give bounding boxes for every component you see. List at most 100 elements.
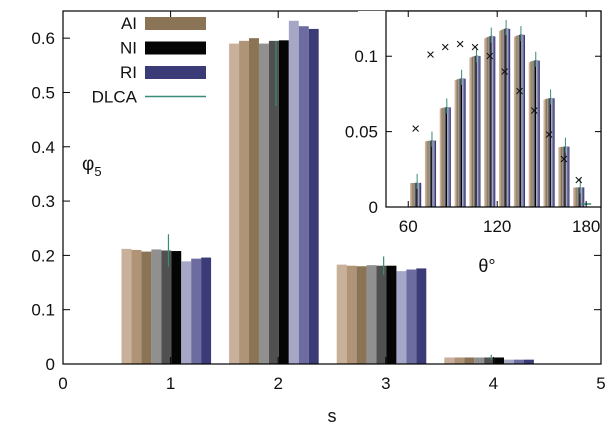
inset-bar (449, 107, 451, 207)
inset-markers: × × × × × × × × × × × × (411, 36, 592, 205)
inset-bar (547, 98, 549, 207)
inset-bar (513, 36, 516, 208)
inset-bar (411, 183, 413, 207)
inset-bar (507, 28, 509, 208)
inset-bar (538, 60, 540, 207)
inset-bar (522, 34, 524, 207)
inset-bar (567, 146, 569, 207)
bar-AI-2-s1 (141, 251, 152, 364)
inset-bar (532, 60, 534, 207)
inset-bar (418, 182, 420, 207)
inset-bar (520, 34, 522, 207)
main-x-tick-label: 5 (596, 374, 605, 393)
inset-y-axis: 0 0.05 0.1 (345, 47, 601, 217)
inset-bar (568, 146, 570, 207)
inset-bar (457, 79, 459, 207)
inset-bar (548, 98, 550, 207)
inset-x-tick-label: 180 (572, 217, 600, 236)
inset-y-tick-label: 0 (369, 198, 378, 217)
inset-bar (573, 187, 575, 207)
inset-bar (517, 35, 519, 207)
bar-RI-0-s4 (504, 359, 514, 364)
bar-NI-2-s3 (386, 265, 397, 364)
inset-bar (558, 147, 560, 207)
bar-NI-0-s3 (366, 265, 377, 364)
inset-x-tick-label: 120 (483, 217, 511, 236)
inset-bar (536, 59, 538, 207)
inset-bar (550, 97, 553, 207)
bar-NI-1-s2 (268, 40, 279, 364)
inset-bar (419, 182, 422, 207)
inset-bar (515, 36, 517, 207)
inset-bar (579, 187, 581, 207)
inset-bar (470, 57, 472, 208)
bar-RI-1-s2 (298, 26, 309, 365)
inset-bar (444, 107, 446, 207)
main-y-tick-label: 0.4 (31, 138, 55, 157)
inset-bar (416, 182, 418, 207)
inset-bar (432, 140, 434, 207)
inset-bar (578, 187, 580, 207)
inset-bar (523, 34, 526, 207)
inset-bar (559, 147, 561, 207)
inset-bar (549, 98, 551, 207)
inset-bar (580, 187, 582, 207)
inset-bar (491, 35, 493, 208)
inset-bar (516, 35, 518, 208)
main-x-tick-label: 4 (489, 374, 498, 393)
inset-bar (476, 55, 479, 207)
bar-AI-0-s1 (121, 248, 132, 364)
inset-bar (440, 108, 443, 207)
inset-bar (492, 36, 495, 208)
bar-AI-1-s4 (454, 357, 465, 364)
main-y-tick-label: 0.5 (31, 83, 55, 102)
inset-bar (469, 57, 471, 207)
inset-bar (464, 78, 466, 207)
inset-bar (564, 146, 566, 207)
main-x-tick-label: 0 (58, 374, 67, 393)
main-y-axis-label-subscript: 5 (94, 164, 101, 179)
inset-bar (508, 28, 511, 208)
inset-bar (499, 30, 501, 207)
bar-RI-2-s4 (523, 359, 534, 364)
bar-AI-0-s3 (336, 264, 347, 364)
main-y-tick-label: 0.2 (31, 246, 55, 265)
bar-RI-1-s1 (191, 258, 202, 364)
bar-RI-0-s1 (181, 261, 192, 364)
main-x-tick-label: 1 (166, 374, 175, 393)
inset-plot-frame (385, 10, 602, 208)
main-bars (121, 20, 534, 365)
inset-bar (489, 36, 491, 207)
inset-x-axis-label: θ° (478, 256, 495, 276)
inset-bar (474, 55, 476, 207)
inset-bar (463, 78, 465, 207)
inset-bar (501, 29, 503, 207)
inset-bar (552, 98, 554, 207)
inset-bar (531, 61, 533, 208)
inset-bar (412, 182, 414, 207)
inset-bar (518, 34, 521, 207)
bar-AI-1-s2 (239, 40, 250, 364)
inset-bar (500, 30, 502, 207)
bar-NI-1-s4 (484, 357, 495, 364)
inset-bar (459, 78, 461, 207)
inset-bar (486, 37, 488, 207)
inset-bar (454, 80, 456, 207)
bar-NI-0-s2 (258, 43, 269, 364)
inset-bar (534, 60, 537, 208)
inset-plot: × × × × × × × × × × × × 0 0.05 0.1 60 120 180 θ° (345, 10, 602, 276)
main-y-axis-label-symbol: φ (82, 154, 94, 175)
inset-x-axis: 60 120 180 (399, 11, 600, 236)
inset-bar (478, 55, 480, 208)
main-y-tick-label: 0.6 (31, 29, 55, 48)
inset-bar (443, 107, 445, 207)
inset-bar (544, 99, 547, 207)
inset-bar (560, 146, 563, 207)
inset-bar (431, 140, 433, 207)
inset-bar (424, 141, 427, 207)
bar-NI-2-s4 (494, 357, 505, 364)
inset-bar (583, 187, 585, 207)
inset-bar (563, 146, 565, 207)
inset-bar (417, 182, 419, 207)
bar-NI-1-s3 (376, 265, 387, 364)
